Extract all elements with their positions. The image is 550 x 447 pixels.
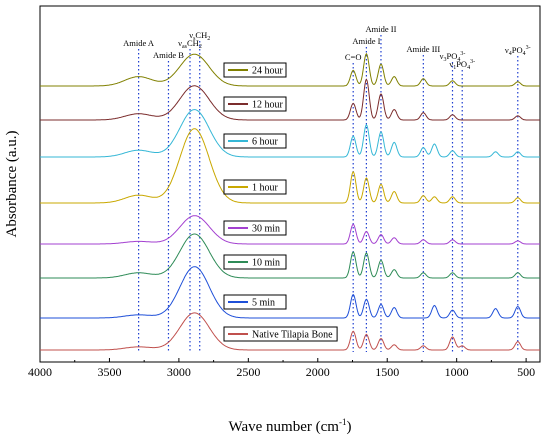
band-label: Amide I [352,36,380,46]
legend-box [223,220,287,236]
x-tick-label: 1000 [445,365,469,379]
legend-label: Native Tilapia Bone [252,330,333,341]
series-line [40,78,540,121]
legend-label: 10 min [252,258,280,269]
legend-label: 6 hour [252,137,279,148]
band-label: νsCH2 [189,30,210,42]
series-line [40,312,540,351]
series-line [40,52,540,87]
series-line [40,266,540,319]
y-axis-title: Absorbance (a.u.) [4,130,20,237]
x-tick-label: 500 [517,365,535,379]
legend-box [223,62,287,78]
series-line [40,215,540,245]
legend-box [223,133,287,149]
legend-box [223,179,287,195]
legend-label: 12 hour [252,100,284,111]
x-axis-title-main: Wave number (cm [229,419,340,435]
x-tick-label: 4000 [28,365,52,379]
series-line [40,128,540,204]
x-tick-label: 2500 [236,365,260,379]
band-label: ν1PO43- [449,59,475,71]
legend-label: 30 min [252,224,280,235]
x-tick-label: 1500 [375,365,399,379]
legend-box [223,294,287,310]
legend-label: 24 hour [252,66,284,77]
x-tick-label: 2000 [306,365,330,379]
legend-box [223,96,287,112]
band-label: Amide A [123,38,155,48]
band-label: ν3PO43- [440,51,466,63]
x-tick-label: 3000 [167,365,191,379]
band-label: Amide III [406,44,440,54]
legend-label: 1 hour [252,183,279,194]
x-axis-title-exp: -1 [339,417,347,427]
x-axis-title: Wave number (cm-1) [229,417,352,435]
band-label: Amide B [153,50,184,60]
series-line [40,109,540,158]
plot-frame [39,5,541,363]
legend-label: 5 min [252,298,275,309]
band-label: C=O [345,52,362,62]
series-line [40,233,540,279]
band-label: Amide II [366,24,397,34]
legend-box [223,254,287,270]
x-tick-label: 3500 [97,365,121,379]
legend-box [223,326,338,342]
x-axis-title-end: ) [346,419,351,435]
band-label: νasCH2 [178,38,202,50]
band-label: ν4PO43- [505,45,531,57]
